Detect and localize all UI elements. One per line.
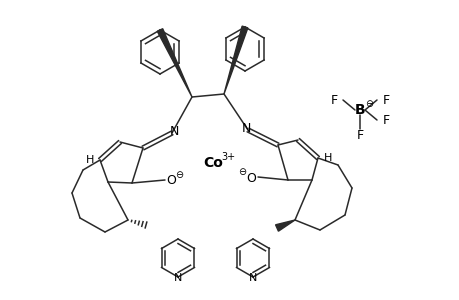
Text: N: N xyxy=(174,273,182,283)
Text: O: O xyxy=(246,172,255,184)
Text: N: N xyxy=(241,122,250,134)
Text: F: F xyxy=(381,94,389,106)
Text: H: H xyxy=(323,153,331,163)
Text: ⊖: ⊖ xyxy=(364,99,372,109)
Text: F: F xyxy=(330,94,337,106)
Text: B: B xyxy=(354,103,364,117)
Text: ⊖: ⊖ xyxy=(237,167,246,177)
Text: N: N xyxy=(248,273,257,283)
Text: N: N xyxy=(169,124,178,137)
Polygon shape xyxy=(157,29,191,97)
Text: F: F xyxy=(356,128,363,142)
Text: Co: Co xyxy=(202,156,223,170)
Polygon shape xyxy=(275,220,294,231)
Text: ⊖: ⊖ xyxy=(174,170,183,180)
Text: F: F xyxy=(381,113,389,127)
Text: O: O xyxy=(166,175,175,188)
Text: 3+: 3+ xyxy=(220,152,235,162)
Polygon shape xyxy=(224,26,247,94)
Text: H: H xyxy=(86,155,94,165)
